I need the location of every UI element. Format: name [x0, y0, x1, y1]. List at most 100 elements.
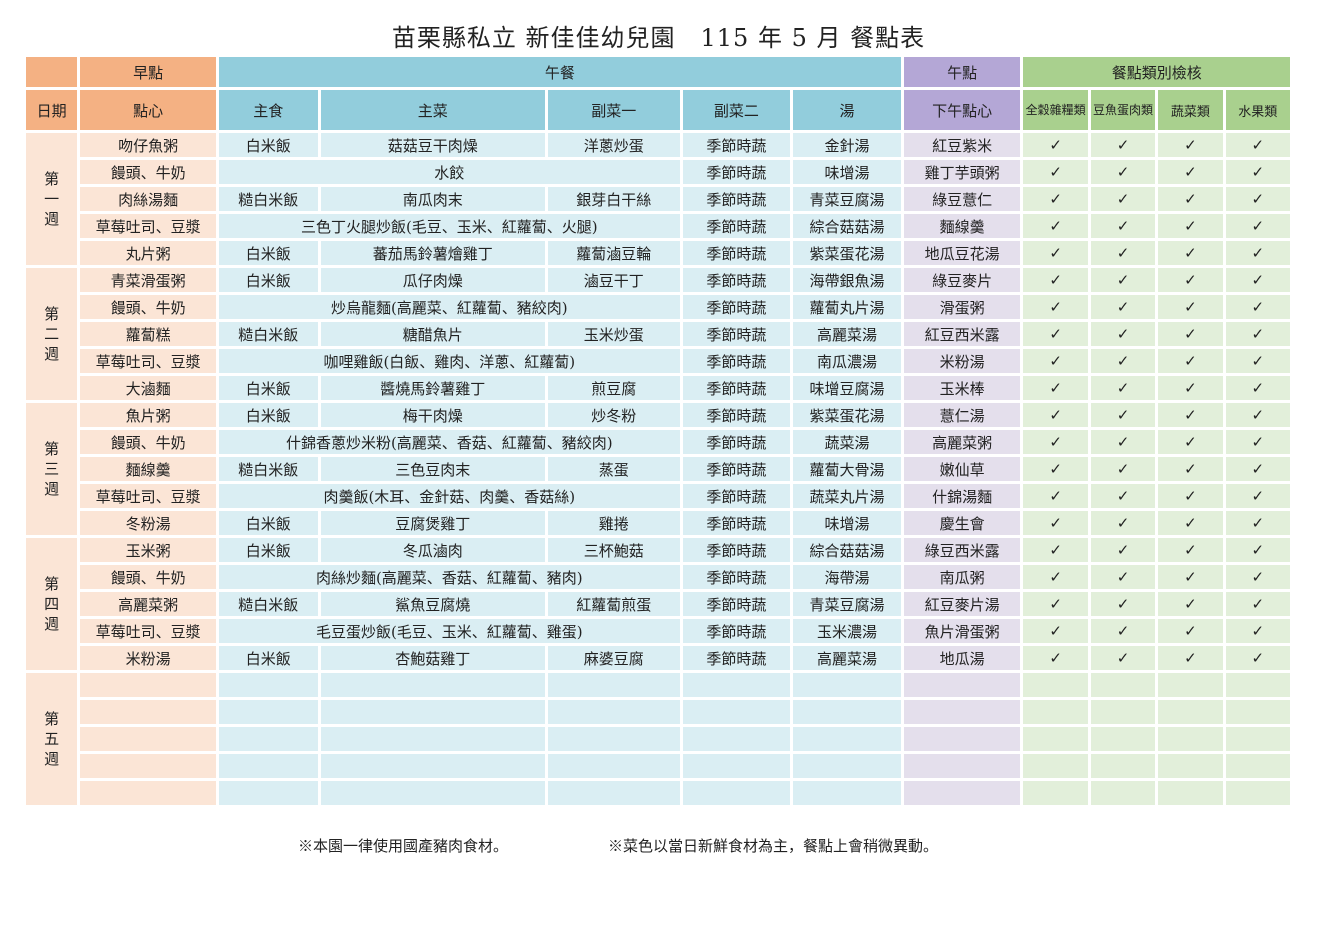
check-fruit-cell: ✓ [1225, 538, 1290, 562]
breakfast-cell: 高麗菜粥 [80, 592, 217, 616]
afternoon-snack-cell: 紅豆紫米 [903, 133, 1021, 157]
check-grain-cell: ✓ [1023, 133, 1088, 157]
check-protein-cell: ✓ [1090, 133, 1156, 157]
afternoon-snack-cell: 米粉湯 [903, 349, 1021, 373]
soup-cell: 海帶銀魚湯 [793, 268, 901, 292]
table-row: 草莓吐司、豆漿 毛豆蛋炒飯(毛豆、玉米、紅蘿蔔、雞蛋) 季節時蔬 玉米濃湯 魚片滑蛋粥 ✓… [26, 619, 1290, 643]
breakfast-cell: 饅頭、牛奶 [80, 295, 217, 319]
check-grain-cell: ✓ [1023, 187, 1088, 211]
table-row: 第五週 [26, 673, 1290, 805]
main-dish-cell: 三色豆肉末 [320, 457, 545, 481]
afternoon-snack-cell: 嫩仙草 [903, 457, 1021, 481]
check-veg-cell: ✓ [1158, 619, 1223, 643]
check-veg-cell: ✓ [1158, 322, 1223, 346]
check-protein-cell: ✓ [1090, 430, 1156, 454]
check-fruit-cell: ✓ [1225, 592, 1290, 616]
side-dish-two-cell: 季節時蔬 [682, 349, 791, 373]
staple-cell: 糙白米飯 [219, 592, 318, 616]
side-dish-two-cell: 季節時蔬 [682, 241, 791, 265]
header-staple: 主食 [219, 90, 318, 130]
week-label: 第五週 [26, 673, 78, 805]
combo-meal-cell: 肉羹飯(木耳、金針菇、肉羹、香菇絲) [219, 484, 680, 508]
table-row [26, 781, 1290, 805]
side-dish-two-cell: 季節時蔬 [682, 457, 791, 481]
side-dish-one-cell [547, 673, 680, 697]
check-grain-cell: ✓ [1023, 349, 1088, 373]
main-dish-cell: 豆腐煲雞丁 [320, 511, 545, 535]
check-veg-cell: ✓ [1158, 565, 1223, 589]
check-protein-cell: ✓ [1090, 214, 1156, 238]
breakfast-cell: 饅頭、牛奶 [80, 160, 217, 184]
check-protein-cell: ✓ [1090, 592, 1156, 616]
table-row: 饅頭、牛奶 炒烏龍麵(高麗菜、紅蘿蔔、豬絞肉) 季節時蔬 蘿蔔丸片湯 滑蛋粥 ✓ ✓ ✓ ✓ [26, 295, 1290, 319]
breakfast-cell: 麵線羹 [80, 457, 217, 481]
header-grain: 全穀雜糧類 [1023, 90, 1088, 130]
soup-cell: 綜合菇菇湯 [793, 538, 901, 562]
soup-cell: 紫菜蛋花湯 [793, 241, 901, 265]
check-veg-cell: ✓ [1158, 430, 1223, 454]
note-fresh: ※菜色以當日新鮮食材為主，餐點上會稍微異動。 [608, 837, 939, 855]
check-veg-cell: ✓ [1158, 349, 1223, 373]
main-dish-cell: 梅干肉燥 [320, 403, 545, 427]
breakfast-cell [80, 727, 217, 751]
afternoon-snack-cell: 南瓜粥 [903, 565, 1021, 589]
side-dish-two-cell: 季節時蔬 [682, 376, 791, 400]
week-label-char: 第 [44, 305, 60, 323]
staple-cell [219, 727, 318, 751]
breakfast-cell: 草莓吐司、豆漿 [80, 349, 217, 373]
week-label: 第三週 [26, 403, 78, 535]
check-fruit-cell: ✓ [1225, 376, 1290, 400]
side-dish-two-cell: 季節時蔬 [682, 295, 791, 319]
afternoon-snack-cell: 綠豆西米露 [903, 538, 1021, 562]
header-fruit: 水果類 [1225, 90, 1290, 130]
header-lunch: 午餐 [219, 57, 901, 87]
soup-cell: 味增湯 [793, 160, 901, 184]
check-fruit-cell [1225, 700, 1290, 724]
check-fruit-cell: ✓ [1225, 187, 1290, 211]
week-label-char: 一 [44, 190, 60, 208]
check-veg-cell: ✓ [1158, 457, 1223, 481]
check-fruit-cell: ✓ [1225, 619, 1290, 643]
header-breakfast: 早點 [80, 57, 217, 87]
check-grain-cell [1023, 754, 1088, 778]
table-row: 大滷麵 白米飯 醬燒馬鈴薯雞丁 煎豆腐 季節時蔬 味增豆腐湯 玉米棒 ✓ ✓ ✓ ✓ [26, 376, 1290, 400]
side-dish-two-cell: 季節時蔬 [682, 187, 791, 211]
breakfast-cell [80, 700, 217, 724]
side-dish-two-cell: 季節時蔬 [682, 646, 791, 670]
check-grain-cell: ✓ [1023, 538, 1088, 562]
check-grain-cell: ✓ [1023, 376, 1088, 400]
check-fruit-cell: ✓ [1225, 457, 1290, 481]
side-dish-two-cell: 季節時蔬 [682, 403, 791, 427]
check-grain-cell: ✓ [1023, 160, 1088, 184]
check-grain-cell: ✓ [1023, 565, 1088, 589]
table-row: 饅頭、牛奶 什錦香蔥炒米粉(高麗菜、香菇、紅蘿蔔、豬絞肉) 季節時蔬 蔬菜湯 高麗菜粥 ✓… [26, 430, 1290, 454]
check-fruit-cell: ✓ [1225, 295, 1290, 319]
header-row-groups: 早點 午餐 午點 餐點類別檢核 [26, 57, 1290, 87]
side-dish-two-cell: 季節時蔬 [682, 511, 791, 535]
check-grain-cell: ✓ [1023, 241, 1088, 265]
side-dish-two-cell: 季節時蔬 [682, 160, 791, 184]
table-row: 第一週吻仔魚粥 白米飯 菇菇豆干肉燥 洋蔥炒蛋 季節時蔬 金針湯 紅豆紫米 ✓ ✓ ✓ ✓ [26, 133, 1290, 265]
soup-cell: 高麗菜湯 [793, 646, 901, 670]
staple-cell: 糙白米飯 [219, 322, 318, 346]
side-dish-one-cell [547, 754, 680, 778]
table-row: 冬粉湯 白米飯 豆腐煲雞丁 雞捲 季節時蔬 味增湯 慶生會 ✓ ✓ ✓ ✓ [26, 511, 1290, 535]
side-dish-one-cell: 洋蔥炒蛋 [547, 133, 680, 157]
week-label: 第一週 [26, 133, 78, 265]
soup-cell: 南瓜濃湯 [793, 349, 901, 373]
afternoon-snack-cell: 紅豆西米露 [903, 322, 1021, 346]
main-dish-cell: 蕃茄馬鈴薯燴雞丁 [320, 241, 545, 265]
side-dish-two-cell: 季節時蔬 [682, 538, 791, 562]
breakfast-cell [80, 754, 217, 778]
main-dish-cell: 瓜仔肉燥 [320, 268, 545, 292]
check-veg-cell: ✓ [1158, 268, 1223, 292]
soup-cell: 味增湯 [793, 511, 901, 535]
check-grain-cell: ✓ [1023, 430, 1088, 454]
header-row-columns: 日期 點心 主食 主菜 副菜一 副菜二 湯 下午點心 全穀雜糧類 豆魚蛋肉類 蔬… [26, 90, 1290, 130]
side-dish-one-cell: 玉米炒蛋 [547, 322, 680, 346]
combo-meal-cell: 三色丁火腿炒飯(毛豆、玉米、紅蘿蔔、火腿) [219, 214, 680, 238]
header-veg: 蔬菜類 [1158, 90, 1223, 130]
check-fruit-cell: ✓ [1225, 430, 1290, 454]
week-label-char: 二 [44, 325, 60, 343]
check-fruit-cell: ✓ [1225, 484, 1290, 508]
